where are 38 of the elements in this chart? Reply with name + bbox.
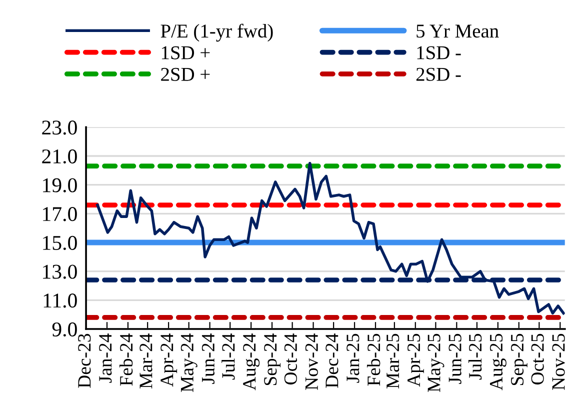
x-tick-label: Oct-25 bbox=[531, 334, 544, 384]
x-tick-label: Jun-24 bbox=[202, 333, 214, 384]
y-tick-label: 9.0 bbox=[52, 322, 77, 337]
x-tick-label: Feb-25 bbox=[366, 334, 380, 386]
x-tick-label: Feb-24 bbox=[119, 333, 133, 386]
x-tick-label: Mar-24 bbox=[140, 333, 152, 388]
y-tick-label: 19.0 bbox=[43, 178, 77, 192]
x-tick-label: Jan-24 bbox=[99, 333, 112, 383]
y-tick-label: 23.0 bbox=[42, 120, 77, 135]
y-tick-label: 13.0 bbox=[43, 264, 77, 279]
y-tick-label: 15.0 bbox=[43, 236, 77, 250]
x-tick-label: Nov-24 bbox=[305, 333, 318, 390]
x-tick-label: Jan-25 bbox=[346, 334, 360, 383]
x-tick-label: Sep-25 bbox=[510, 334, 528, 386]
x-tick-label: Dec-24 bbox=[326, 333, 338, 388]
x-tick-label: Dec-23 bbox=[78, 334, 91, 388]
x-tick-label: Oct-24 bbox=[284, 333, 298, 384]
x-tick-label: May-25 bbox=[428, 334, 444, 392]
legend-label: 2SD + bbox=[161, 68, 210, 81]
y-tick-label: 11.0 bbox=[44, 294, 77, 308]
x-tick-label: Aug-24 bbox=[243, 333, 260, 390]
x-tick-label: May-24 bbox=[180, 333, 198, 392]
legend-label: P/E (1-yr fwd) bbox=[160, 24, 273, 42]
legend-label: 2SD - bbox=[416, 68, 461, 81]
legend-label: 1SD - bbox=[417, 46, 461, 60]
x-tick-label: Jun-25 bbox=[448, 334, 462, 384]
x-tick-label: Sep-24 bbox=[264, 333, 281, 386]
y-tick-label: 17.0 bbox=[43, 207, 77, 222]
x-tick-label: Jul-24 bbox=[222, 333, 235, 380]
x-tick-label: Apr-25 bbox=[407, 334, 424, 387]
legend-label: 1SD + bbox=[162, 46, 210, 60]
x-tick-label: Nov-25 bbox=[552, 334, 565, 390]
x-tick-label: Mar-25 bbox=[386, 334, 400, 388]
legend-label: 5 Yr Mean bbox=[416, 24, 499, 38]
y-tick-label: 21.0 bbox=[42, 149, 77, 164]
x-tick-label: Aug-25 bbox=[490, 334, 506, 390]
x-tick-label: Jul-25 bbox=[468, 334, 482, 380]
x-tick-label: Apr-24 bbox=[160, 333, 178, 387]
